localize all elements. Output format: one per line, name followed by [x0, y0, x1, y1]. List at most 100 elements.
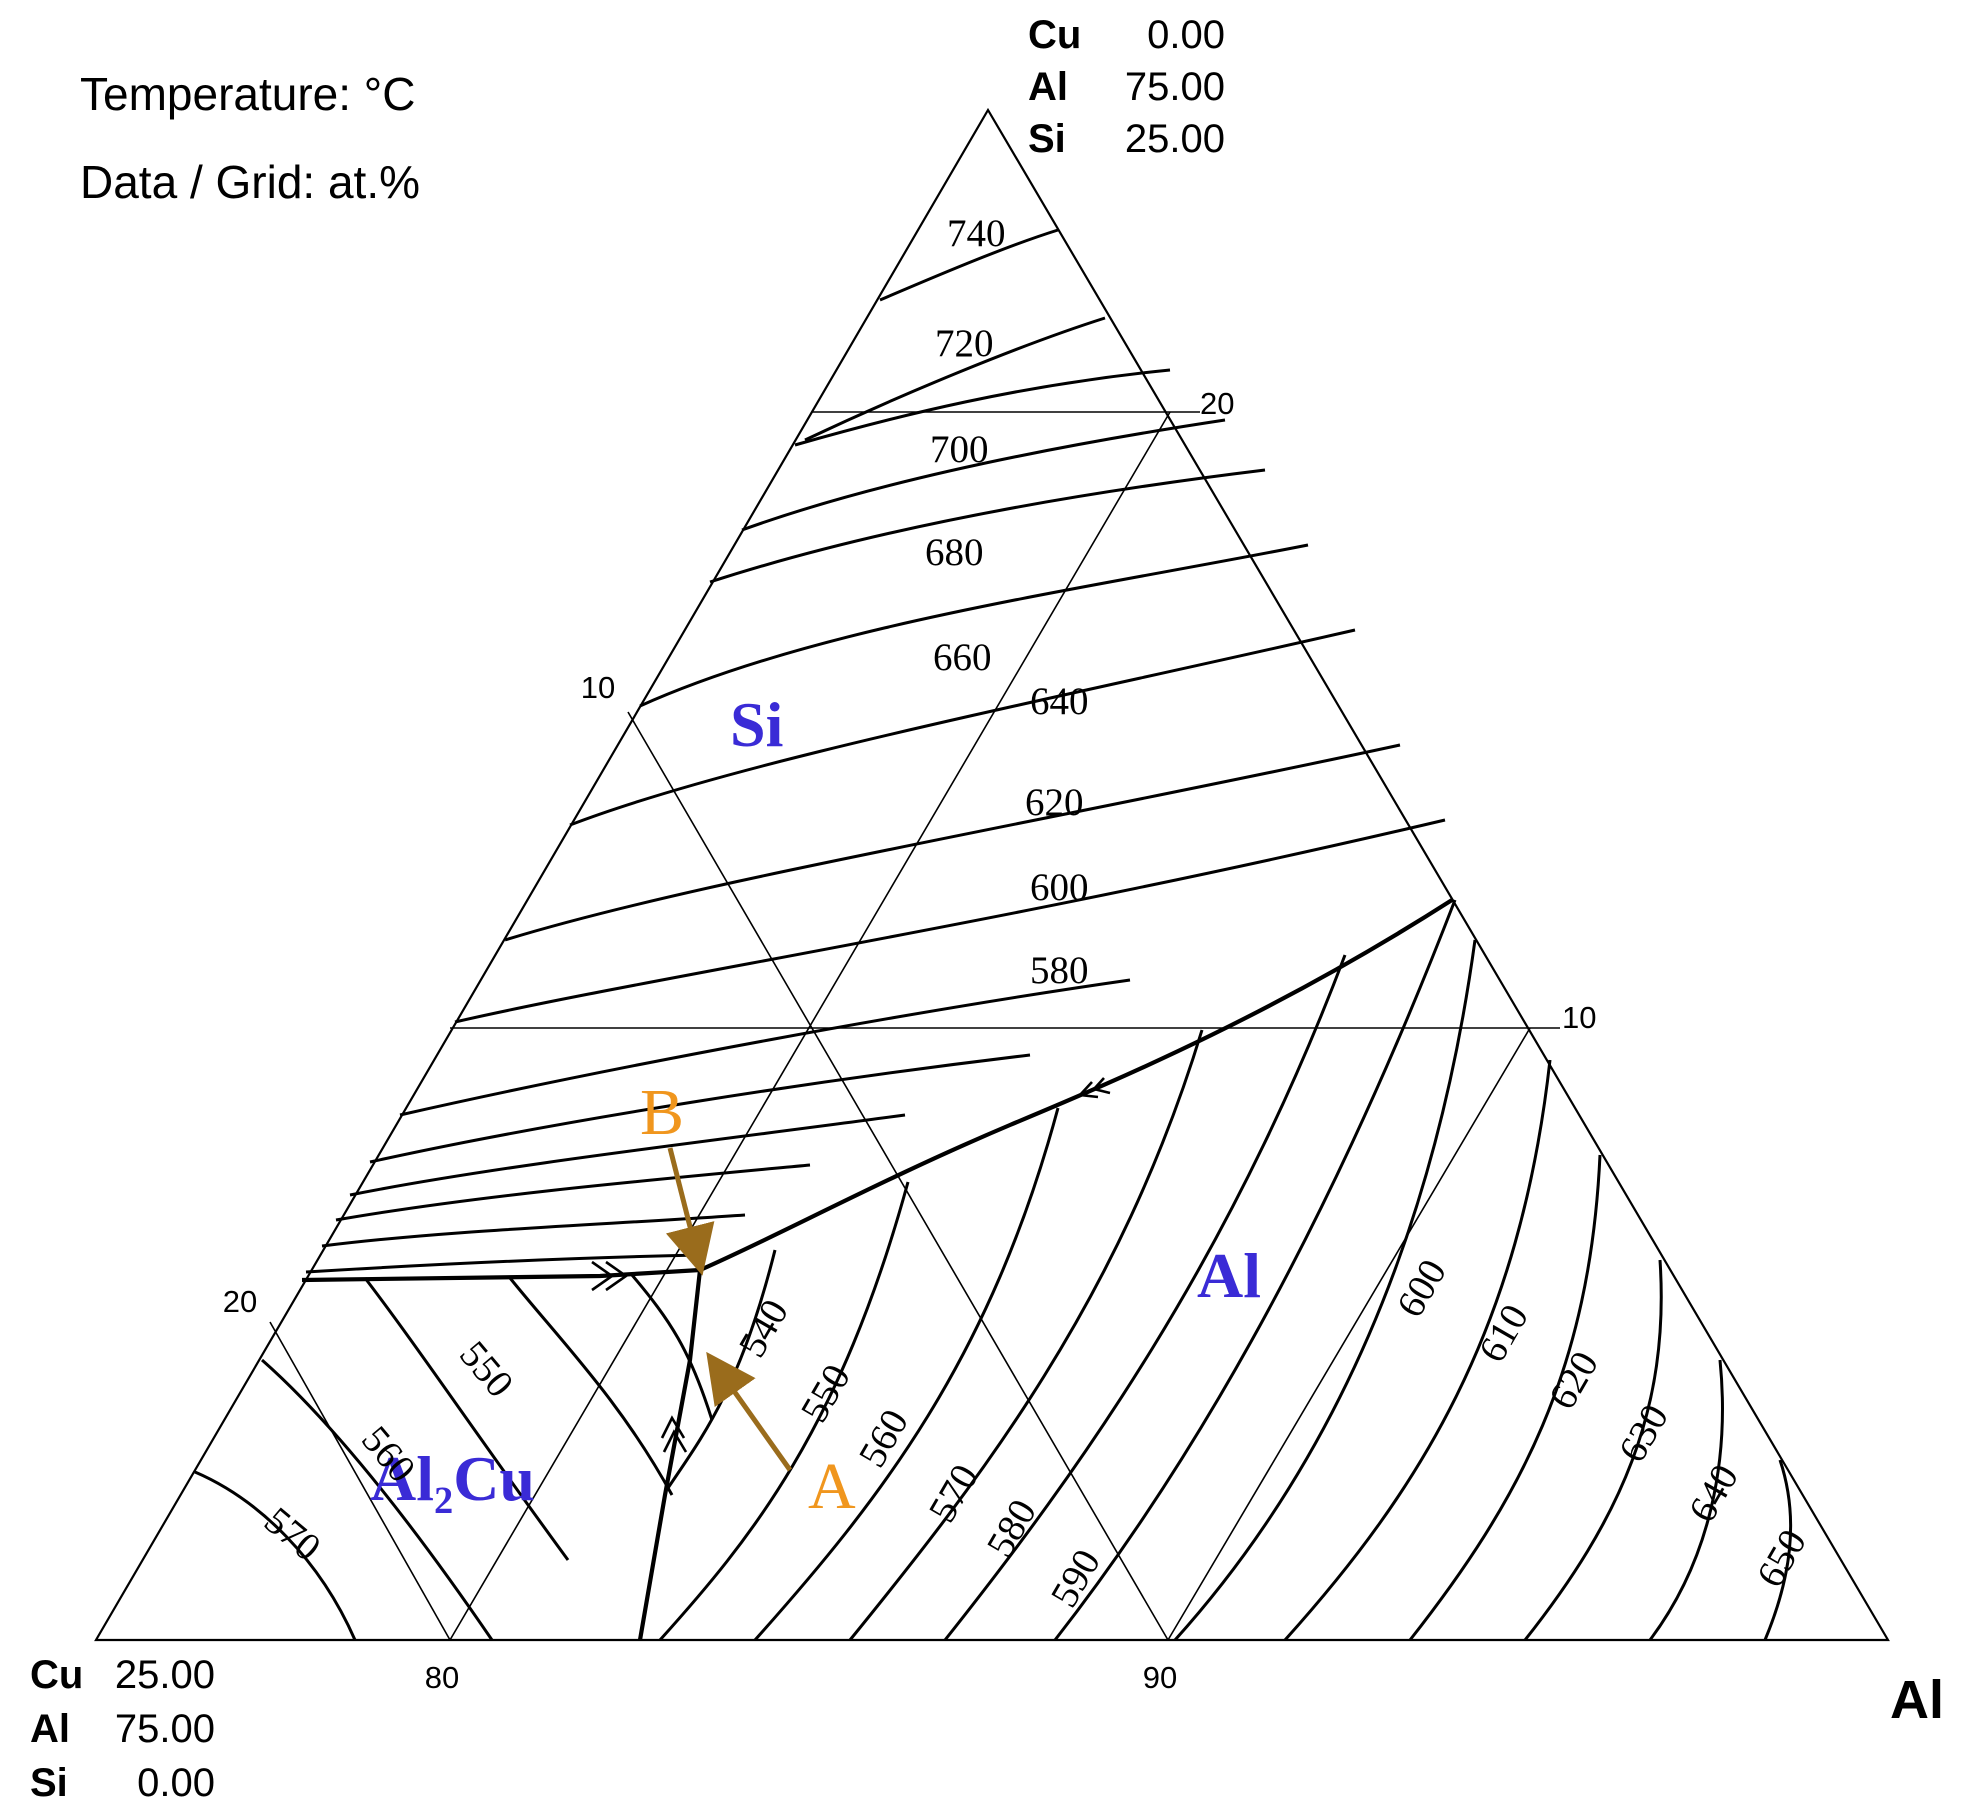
isotherm-al-620 — [1408, 1154, 1602, 1641]
label-al-550: 550 — [793, 1357, 859, 1429]
isotherm-al-650 — [1763, 1459, 1793, 1641]
left-corner-composition: Cu 25.00 Al 75.00 Si 0.00 — [30, 1653, 215, 1805]
arrow-chevron-left-2 — [605, 1260, 629, 1292]
grid-line-al-90 — [449, 411, 1171, 1641]
arrow-chevron-left — [591, 1260, 615, 1292]
label-al-580: 580 — [979, 1492, 1045, 1564]
isotherm-al-630 — [1523, 1259, 1663, 1641]
top-corner-element-cu: Cu — [1028, 13, 1081, 57]
label-si-600: 600 — [1030, 866, 1089, 909]
marker-a-arrow — [706, 1351, 793, 1472]
isotherm-al-640 — [1648, 1359, 1724, 1641]
composition-grid — [269, 411, 1560, 1641]
label-si-700: 700 — [930, 428, 989, 471]
top-corner-value-cu: 0.00 — [1147, 13, 1225, 57]
left-corner-element-al: Al — [30, 1707, 70, 1751]
marker-b-label: B — [640, 1076, 684, 1149]
phase-label-al: Al — [1197, 1240, 1261, 1311]
arrow-chevron-bottom — [660, 1415, 686, 1439]
right-corner-label: Al — [1890, 1670, 1944, 1730]
top-corner-element-si: Si — [1028, 117, 1066, 161]
grid-line-al-95 — [1167, 1027, 1531, 1641]
isotherm-si-550 — [305, 1253, 701, 1274]
label-si-740: 740 — [947, 212, 1006, 255]
isotherm-al-550 — [658, 1181, 910, 1642]
isotherm-al-580 — [943, 954, 1347, 1641]
isotherm-si-556 — [335, 1163, 811, 1222]
label-si-720: 720 — [935, 322, 994, 365]
left-corner-value-cu: 25.00 — [115, 1653, 215, 1697]
al2cu-field-isotherms — [194, 1274, 714, 1641]
phase-label-si: Si — [730, 689, 783, 760]
top-corner-value-al: 75.00 — [1125, 65, 1225, 109]
isotherm-al-560 — [753, 1107, 1060, 1641]
isotherm-si-720 — [804, 316, 1106, 442]
temperature-label: Temperature: °C — [80, 68, 415, 120]
isotherm-al-540 — [666, 1249, 777, 1489]
tick-bottom-90: 90 — [1143, 1660, 1177, 1695]
label-al-630: 630 — [1611, 1397, 1677, 1469]
isotherm-al-570 — [848, 1029, 1204, 1641]
isotherm-si-680 — [741, 418, 1226, 532]
isotherm-si-570 — [399, 978, 1131, 1117]
top-corner-element-al: Al — [1028, 65, 1068, 109]
isotherm-si-580 — [454, 818, 1446, 1024]
left-corner-value-si: 0.00 — [137, 1761, 215, 1805]
tick-left-10: 10 — [581, 670, 615, 705]
label-al-590: 590 — [1043, 1542, 1109, 1614]
label-al-540: 540 — [731, 1292, 797, 1364]
isotherm-si-660 — [709, 468, 1266, 584]
isotherm-al-600 — [1173, 939, 1477, 1642]
tick-right-20: 20 — [1200, 386, 1234, 421]
isotherm-al-610 — [1283, 1059, 1552, 1642]
label-si-660: 660 — [933, 636, 992, 679]
label-al-560: 560 — [851, 1402, 917, 1474]
label-si-580: 580 — [1030, 949, 1089, 992]
label-si-680: 680 — [925, 531, 984, 574]
isotherm-al2cu-545 — [630, 1274, 714, 1421]
label-al-640: 640 — [1681, 1457, 1747, 1529]
label-al2cu-550: 550 — [451, 1333, 522, 1405]
arrow-chevron-bottom-2 — [662, 1429, 688, 1453]
boundary-direction-arrows — [591, 1077, 1111, 1453]
isotherm-si-565 — [369, 1053, 1031, 1164]
label-si-620: 620 — [1025, 781, 1084, 824]
marker-a-label: A — [808, 1450, 856, 1523]
label-si-640: 640 — [1030, 680, 1089, 723]
tick-right-10: 10 — [1562, 1000, 1596, 1035]
label-al-650: 650 — [1749, 1522, 1815, 1594]
isotherm-si-740 — [879, 228, 1059, 302]
isotherm-al2cu-560 — [261, 1358, 494, 1641]
label-al-570: 570 — [921, 1457, 987, 1529]
boundary-si-al2cu — [301, 1267, 701, 1283]
arrow-chevron-right-2 — [1091, 1077, 1111, 1095]
left-corner-value-al: 75.00 — [115, 1707, 215, 1751]
isotherm-si-600 — [504, 743, 1401, 942]
top-corner-value-si: 25.00 — [1125, 117, 1225, 161]
triangle-frame — [94, 107, 1890, 1642]
isotherm-al2cu-570 — [194, 1470, 357, 1641]
boundary-lines — [301, 898, 1454, 1641]
grid-line-cu-20 — [269, 1321, 451, 1641]
al-field-isotherms — [658, 899, 1793, 1642]
data-grid-label: Data / Grid: at.% — [80, 156, 420, 208]
label-al-610: 610 — [1471, 1297, 1537, 1369]
phase-label-al2cu: Al₂Cu — [370, 1443, 535, 1514]
isotherm-al2cu-550 — [363, 1277, 570, 1561]
left-corner-element-si: Si — [30, 1761, 68, 1805]
isotherm-al2cu-540 — [508, 1277, 674, 1496]
isotherm-si-640 — [639, 543, 1309, 708]
isotherm-si-553 — [321, 1213, 746, 1248]
si-field-isotherms — [305, 228, 1446, 1274]
isotherm-si-560 — [349, 1113, 906, 1197]
left-corner-element-cu: Cu — [30, 1653, 83, 1697]
top-corner-composition: Cu 0.00 Al 75.00 Si 25.00 — [1028, 13, 1225, 161]
label-al2cu-570: 570 — [256, 1499, 328, 1570]
boundary-si-al — [699, 898, 1454, 1272]
isotherm-si-700 — [794, 368, 1171, 447]
tick-left-20: 20 — [223, 1284, 257, 1319]
marker-b-arrow — [665, 1147, 715, 1276]
arrow-chevron-right — [1077, 1081, 1099, 1099]
tick-bottom-80: 80 — [425, 1660, 459, 1695]
